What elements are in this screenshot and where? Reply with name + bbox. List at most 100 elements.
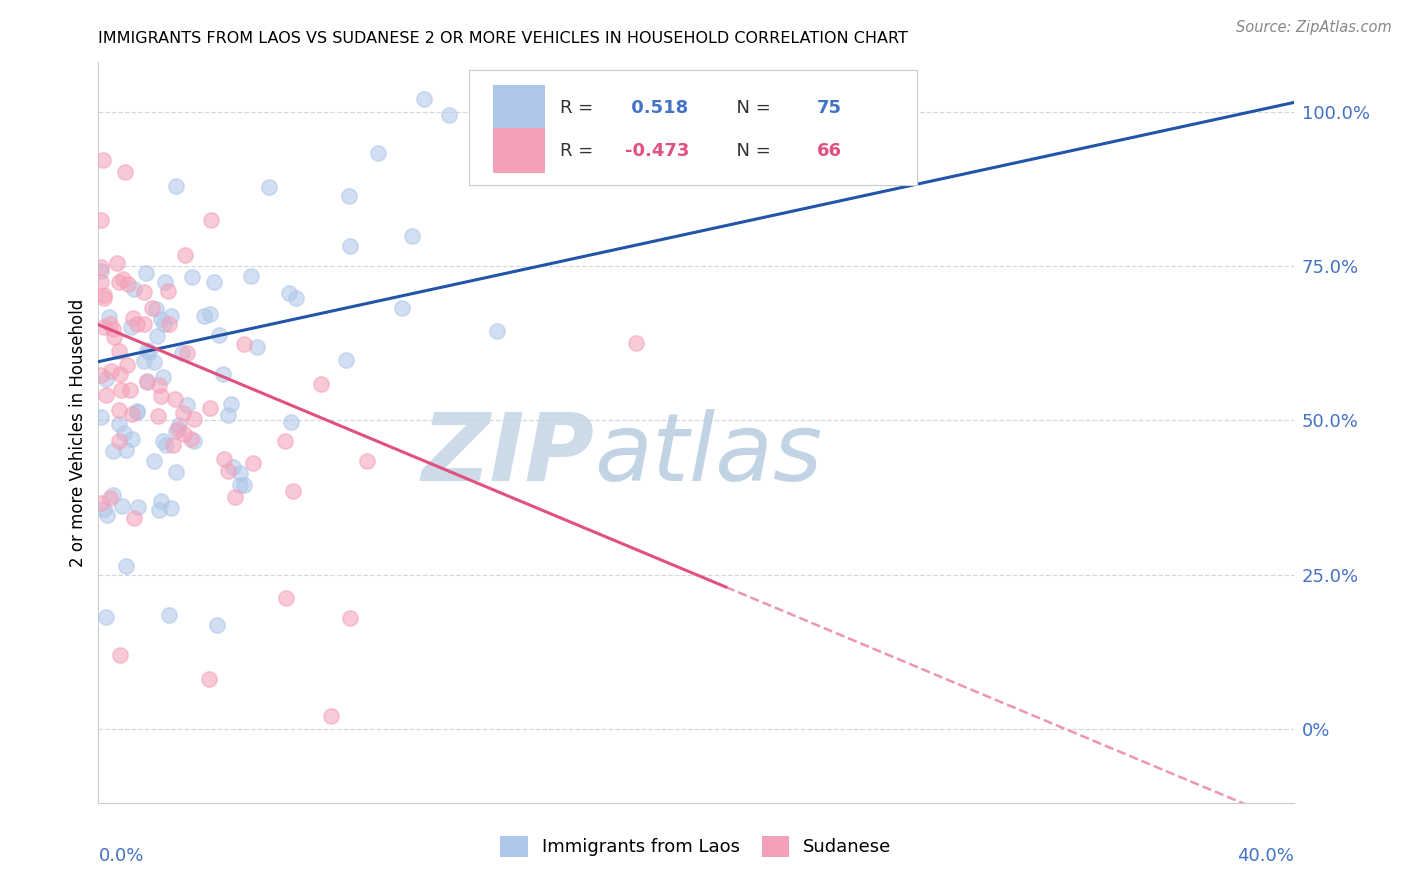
Text: Source: ZipAtlas.com: Source: ZipAtlas.com xyxy=(1236,20,1392,35)
Point xyxy=(152,370,174,384)
Point xyxy=(337,189,360,203)
Point xyxy=(356,454,378,468)
Point xyxy=(132,354,155,368)
Point xyxy=(200,213,222,227)
Point xyxy=(160,500,183,515)
Point xyxy=(193,309,215,323)
Point xyxy=(93,502,115,516)
Point xyxy=(173,406,195,420)
Point xyxy=(93,153,115,168)
Point xyxy=(281,483,304,498)
Point xyxy=(98,318,121,332)
Text: 0.0%: 0.0% xyxy=(98,847,143,865)
Point xyxy=(90,213,112,227)
Point xyxy=(155,438,177,452)
Point xyxy=(257,180,280,194)
Point xyxy=(136,374,159,388)
Point xyxy=(217,409,239,423)
Point xyxy=(222,459,245,474)
Point xyxy=(108,434,131,448)
Point xyxy=(280,415,302,429)
Legend: Immigrants from Laos, Sudanese: Immigrants from Laos, Sudanese xyxy=(494,829,898,864)
Point xyxy=(176,398,198,412)
Point xyxy=(437,108,460,122)
Point xyxy=(100,364,122,378)
FancyBboxPatch shape xyxy=(494,128,546,173)
Point xyxy=(143,454,166,468)
Point xyxy=(212,368,235,382)
Point xyxy=(145,301,167,316)
Point xyxy=(115,558,138,573)
Point xyxy=(112,426,135,441)
Point xyxy=(114,165,136,179)
Point xyxy=(412,92,434,106)
Text: N =: N = xyxy=(724,99,776,117)
Point xyxy=(162,438,184,452)
Text: R =: R = xyxy=(560,99,599,117)
Point xyxy=(108,367,131,381)
Point xyxy=(486,324,509,338)
Point xyxy=(150,312,173,326)
Point xyxy=(94,371,117,385)
Y-axis label: 2 or more Vehicles in Household: 2 or more Vehicles in Household xyxy=(69,299,87,566)
Point xyxy=(108,275,131,289)
Point xyxy=(155,275,177,289)
Point xyxy=(157,607,180,622)
Point xyxy=(212,451,235,466)
Point xyxy=(143,355,166,369)
Point xyxy=(391,301,413,315)
Point xyxy=(242,456,264,470)
Point xyxy=(127,500,149,514)
Point xyxy=(156,284,179,298)
Point xyxy=(135,343,157,357)
Point xyxy=(108,417,131,432)
Point xyxy=(309,376,332,391)
Point xyxy=(90,496,112,510)
Point xyxy=(274,591,297,605)
Point xyxy=(173,426,195,441)
Point xyxy=(165,465,187,479)
Point xyxy=(339,239,361,253)
Point xyxy=(93,287,115,301)
Point xyxy=(232,478,254,492)
Point xyxy=(335,352,357,367)
Point xyxy=(96,508,118,522)
Point xyxy=(103,321,125,335)
Point xyxy=(274,434,297,449)
Text: atlas: atlas xyxy=(595,409,823,500)
Point xyxy=(103,443,125,458)
Point xyxy=(111,272,134,286)
Text: IMMIGRANTS FROM LAOS VS SUDANESE 2 OR MORE VEHICLES IN HOUSEHOLD CORRELATION CHA: IMMIGRANTS FROM LAOS VS SUDANESE 2 OR MO… xyxy=(98,31,908,46)
Point xyxy=(127,317,149,331)
Point xyxy=(167,422,190,436)
Point xyxy=(93,291,115,305)
Text: N =: N = xyxy=(724,142,776,160)
Point xyxy=(121,407,143,421)
Point xyxy=(122,311,145,326)
Point xyxy=(90,275,112,289)
Point xyxy=(170,346,193,360)
Point xyxy=(96,610,118,624)
Point xyxy=(136,375,159,389)
Point xyxy=(160,309,183,323)
Point xyxy=(153,318,176,332)
Point xyxy=(148,377,170,392)
Text: 0.518: 0.518 xyxy=(626,99,689,117)
Point xyxy=(150,494,173,508)
Point xyxy=(107,343,129,358)
Point xyxy=(105,256,128,270)
Point xyxy=(98,491,121,505)
Point xyxy=(125,403,148,417)
Point xyxy=(122,511,145,525)
Point xyxy=(207,617,229,632)
Point xyxy=(152,434,174,448)
Point xyxy=(108,648,131,662)
Text: ZIP: ZIP xyxy=(422,409,595,500)
Point xyxy=(202,275,225,289)
Point xyxy=(134,317,156,331)
Point xyxy=(198,673,221,687)
Text: -0.473: -0.473 xyxy=(626,142,690,160)
Point xyxy=(367,145,389,160)
Point xyxy=(219,397,242,411)
Point xyxy=(115,358,138,372)
